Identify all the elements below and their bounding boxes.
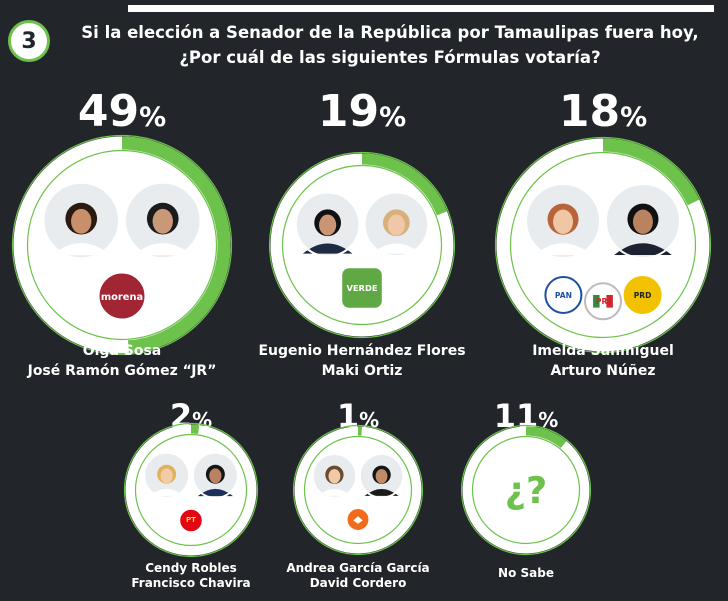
donut-inner-outline bbox=[281, 164, 443, 326]
verde-logo: VERDE bbox=[342, 268, 382, 308]
pri-logo: PRI bbox=[584, 282, 622, 321]
pt-logo-text: PT bbox=[186, 516, 196, 524]
donut-value-arc bbox=[525, 426, 567, 449]
donut-inner-outline bbox=[303, 435, 413, 545]
donut-outline bbox=[268, 151, 456, 339]
prd-logo: PRD bbox=[623, 276, 662, 314]
percent-sign: % bbox=[379, 102, 407, 133]
morena-logo: morena bbox=[97, 271, 147, 321]
mc-logo bbox=[347, 509, 369, 530]
candidate-name-pt: Cendy Robles Francisco Chavira bbox=[71, 561, 311, 591]
candidate-photo-2 bbox=[191, 451, 239, 499]
donut-inner-outline bbox=[26, 149, 218, 341]
percent-label-mc: 1% bbox=[268, 400, 448, 432]
donut-outline bbox=[292, 424, 424, 556]
candidate-photo-1 bbox=[42, 181, 120, 260]
candidate-name-line-2: Maki Ortiz bbox=[321, 363, 403, 379]
candidate-name-line-2: Arturo Núñez bbox=[550, 363, 656, 379]
donut-inner-outline bbox=[134, 433, 248, 547]
donut-no-sabe: ¿? bbox=[460, 424, 592, 556]
question-number-badge: 3 bbox=[8, 20, 50, 62]
percent-sign: % bbox=[359, 408, 380, 432]
candidate-name-line-1: Cendy Robles bbox=[145, 561, 237, 575]
candidate-name-mc: Andrea García García David Cordero bbox=[238, 561, 478, 591]
pan-logo: PAN bbox=[544, 276, 583, 314]
donut-pt: PT bbox=[123, 422, 259, 558]
candidate-name-line-2: José Ramón Gómez “JR” bbox=[27, 363, 217, 379]
candidate-name-line-2: Francisco Chavira bbox=[131, 576, 251, 590]
question-title: Si la elección a Senador de la República… bbox=[60, 20, 720, 70]
donut-outline bbox=[494, 136, 712, 354]
percent-value: 49 bbox=[77, 86, 140, 137]
percent-value: 19 bbox=[317, 86, 380, 137]
candidate-photo-2 bbox=[124, 181, 202, 260]
donut-center bbox=[467, 431, 585, 549]
percent-sign: % bbox=[620, 102, 648, 133]
candidate-name-line-1: Olga Sosa bbox=[82, 343, 162, 359]
donut-inner-outline bbox=[509, 151, 697, 339]
candidate-photo-2 bbox=[604, 183, 681, 259]
candidate-photo-1 bbox=[525, 183, 602, 259]
candidate-photo-2 bbox=[358, 453, 405, 499]
pan-logo-text: PAN bbox=[555, 291, 572, 300]
percent-sign: % bbox=[538, 408, 559, 432]
percent-sign: % bbox=[139, 102, 167, 133]
question-number: 3 bbox=[21, 28, 37, 54]
question-line-1: Si la elección a Senador de la República… bbox=[81, 23, 699, 42]
verde-logo-text: VERDE bbox=[346, 283, 377, 293]
candidate-name-pan-pri-prd: Imelda Sanmiguel Arturo Núñez bbox=[483, 341, 723, 381]
candidate-name-line-2: David Cordero bbox=[309, 576, 407, 590]
donut-value-arc bbox=[602, 138, 700, 206]
donut-pan-pri-prd: PAN PRI PRD bbox=[494, 136, 712, 354]
candidate-name-verde: Eugenio Hernández Flores Maki Ortiz bbox=[242, 341, 482, 381]
percent-label-verde: 19% bbox=[272, 90, 452, 134]
donut-mc bbox=[292, 424, 424, 556]
percent-label-pan-pri-prd: 18% bbox=[513, 90, 693, 134]
candidate-name-line-1: Andrea García García bbox=[286, 561, 430, 575]
donut-morena: morena bbox=[11, 134, 233, 356]
candidate-name-line-1: Eugenio Hernández Flores bbox=[258, 343, 466, 359]
percent-label-morena: 49% bbox=[32, 90, 212, 134]
pri-logo-text: PRI bbox=[596, 297, 610, 306]
morena-logo-text: morena bbox=[101, 292, 143, 303]
candidate-photo-2 bbox=[363, 191, 430, 258]
candidate-photo-1 bbox=[294, 191, 361, 258]
pt-logo: PT bbox=[180, 509, 202, 532]
donut-inner-outline bbox=[471, 435, 581, 545]
percent-value: 18 bbox=[558, 86, 621, 137]
unknown-answer-icon: ¿? bbox=[505, 469, 547, 512]
candidate-photo-1 bbox=[311, 453, 358, 499]
donut-value-arc bbox=[361, 153, 448, 216]
candidate-photo-1 bbox=[143, 451, 191, 499]
candidate-name-line-1: No Sabe bbox=[498, 566, 554, 580]
top-divider bbox=[128, 5, 714, 12]
donut-value-arc bbox=[121, 136, 231, 354]
candidate-name-morena: Olga Sosa José Ramón Gómez “JR” bbox=[2, 341, 242, 381]
donut-outline bbox=[11, 134, 233, 356]
candidate-name-line-1: Imelda Sanmiguel bbox=[532, 343, 674, 359]
candidate-name-no-sabe: No Sabe bbox=[406, 566, 646, 581]
donut-verde: VERDE bbox=[268, 151, 456, 339]
donut-outline bbox=[123, 422, 259, 558]
donut-outline bbox=[460, 424, 592, 556]
percent-value: 1 bbox=[336, 397, 360, 435]
question-line-2: ¿Por cuál de las siguientes Fórmulas vot… bbox=[179, 48, 601, 67]
prd-logo-text: PRD bbox=[634, 291, 652, 300]
